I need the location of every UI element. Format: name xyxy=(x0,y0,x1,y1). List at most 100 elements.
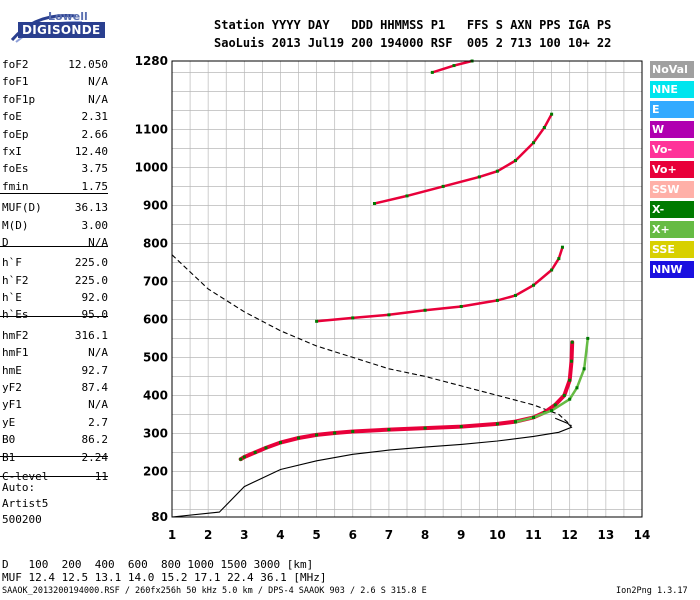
muf-label: MUF xyxy=(2,571,22,584)
distance-row: D 100 200 400 600 800 1000 1500 3000 [km… xyxy=(2,558,313,571)
trace-point xyxy=(570,359,573,363)
trace-point xyxy=(570,340,574,344)
param-value: 2.24 xyxy=(81,450,109,464)
trace-point xyxy=(405,194,409,198)
trace-point xyxy=(239,457,243,461)
auto-version: 500200 xyxy=(2,513,42,526)
y-tick-label: 1000 xyxy=(135,160,168,174)
param-value: 36.13 xyxy=(74,201,108,215)
param-row: h`E 92.0 xyxy=(2,289,108,306)
footer-file-info: SAAOK_2013200194000.RSF / 260fx256h 50 k… xyxy=(2,586,427,596)
param-value: 92.0 xyxy=(81,291,109,305)
param-name: yE xyxy=(2,415,16,429)
param-row: foF2 12.050 xyxy=(2,56,108,73)
x-tick-label: 10 xyxy=(489,528,506,542)
param-value: 12.40 xyxy=(74,144,108,158)
param-row: MUF(D) 36.13 xyxy=(2,199,108,216)
param-row: foEp 2.66 xyxy=(2,126,108,143)
param-name: foEs xyxy=(2,162,29,176)
param-name: h`F xyxy=(2,256,22,270)
param-name: foE xyxy=(2,110,22,124)
chart-ticks: 1 2 3 4 5 6 7 8 9 10 11 12 13 14802003004005006007008… xyxy=(135,54,651,542)
param-value: 92.7 xyxy=(81,363,109,377)
param-value: N/A xyxy=(88,398,108,412)
y-tick-label: 800 xyxy=(143,236,168,250)
trace-point xyxy=(560,245,564,249)
trace-point xyxy=(532,415,536,419)
param-name: h`E xyxy=(2,291,22,305)
param-row: hmF1 N/A xyxy=(2,344,108,361)
trace-point xyxy=(477,175,481,179)
param-row: yE 2.7 xyxy=(2,414,108,431)
y-tick-label: 1100 xyxy=(135,122,168,136)
param-name: fxI xyxy=(2,144,22,158)
param-row: h`Es 95.0 xyxy=(2,306,108,323)
param-value: 95.0 xyxy=(81,308,109,322)
param-name: hmE xyxy=(2,363,22,377)
param-row: fmin 1.75 xyxy=(2,178,108,195)
param-value: 225.0 xyxy=(74,273,108,287)
param-value: N/A xyxy=(88,92,108,106)
trace-point xyxy=(452,64,456,68)
param-name: B0 xyxy=(2,433,16,447)
param-row: hmF2 316.1 xyxy=(2,327,108,344)
legend-item-nne: NNE xyxy=(650,81,694,98)
param-value: 2.66 xyxy=(81,127,109,141)
legend-item-x: X- xyxy=(650,201,694,218)
param-row: foEs 3.75 xyxy=(2,160,108,177)
trace-point xyxy=(430,70,434,74)
param-name: h`F2 xyxy=(2,273,29,287)
trace-point xyxy=(423,426,427,430)
param-separator xyxy=(0,193,108,194)
param-row: D N/A xyxy=(2,234,108,251)
trace-o xyxy=(238,340,575,462)
trace-point xyxy=(387,313,391,317)
x-tick-label: 7 xyxy=(385,528,393,542)
plot-frame xyxy=(171,60,643,518)
trace-point xyxy=(550,409,554,413)
param-name: foF1 xyxy=(2,75,29,89)
trace-point xyxy=(459,304,463,308)
trace-point xyxy=(557,257,561,261)
muf-row: MUF 12.4 12.5 13.1 14.0 15.2 17.1 22.4 3… xyxy=(2,571,327,584)
trace-point xyxy=(351,430,355,433)
parameter-list: foF2 12.050 foF1 N/A foF1p N/A foE 2.31 foEp 2.66… xyxy=(2,56,108,485)
param-row: foF1 N/A xyxy=(2,73,108,90)
legend-item-sse: SSE xyxy=(650,241,694,258)
y-tick-label: 1280 xyxy=(135,54,168,68)
param-value: 3.00 xyxy=(81,218,109,232)
param-value: 1.75 xyxy=(81,179,109,193)
profile-solid-line xyxy=(171,417,573,518)
param-name: MUF(D) xyxy=(2,201,42,215)
y-tick-label: 700 xyxy=(143,274,168,288)
logo-lowell-text: Lowell xyxy=(48,10,88,23)
param-row: h`F 225.0 xyxy=(2,254,108,271)
y-tick-label: 900 xyxy=(143,198,168,212)
trace-point xyxy=(513,293,517,297)
distance-values: 100 200 400 600 800 1000 1500 3000 [km] xyxy=(8,558,314,571)
profile-dashed-line xyxy=(171,254,572,427)
param-row: yF2 87.4 xyxy=(2,379,108,396)
chart-traces xyxy=(238,59,590,462)
x-tick-label: 8 xyxy=(421,528,429,542)
legend-item-w: W xyxy=(650,121,694,138)
param-value: 2.7 xyxy=(88,415,108,429)
x-tick-label: 2 xyxy=(204,528,212,542)
param-row: foF1p N/A xyxy=(2,91,108,108)
param-name: foF2 xyxy=(2,58,29,71)
x-tick-label: 3 xyxy=(240,528,248,542)
x-tick-label: 9 xyxy=(457,528,465,542)
param-value: 2.31 xyxy=(81,110,109,124)
param-row: fxI 12.40 xyxy=(2,143,108,160)
digisonde-logo: Lowell DIGISONDE xyxy=(6,6,105,46)
x-tick-label: 4 xyxy=(276,528,284,542)
y-tick-label: 500 xyxy=(143,350,168,364)
param-value: 12.050 xyxy=(68,58,108,71)
trace-point xyxy=(532,283,536,287)
param-value: 316.1 xyxy=(74,328,108,342)
muf-values: 12.4 12.5 13.1 14.0 15.2 17.1 22.4 36.1 … xyxy=(21,571,327,584)
param-row: M(D) 3.00 xyxy=(2,217,108,234)
param-row: foE 2.31 xyxy=(2,108,108,125)
x-tick-label: 12 xyxy=(561,528,578,542)
